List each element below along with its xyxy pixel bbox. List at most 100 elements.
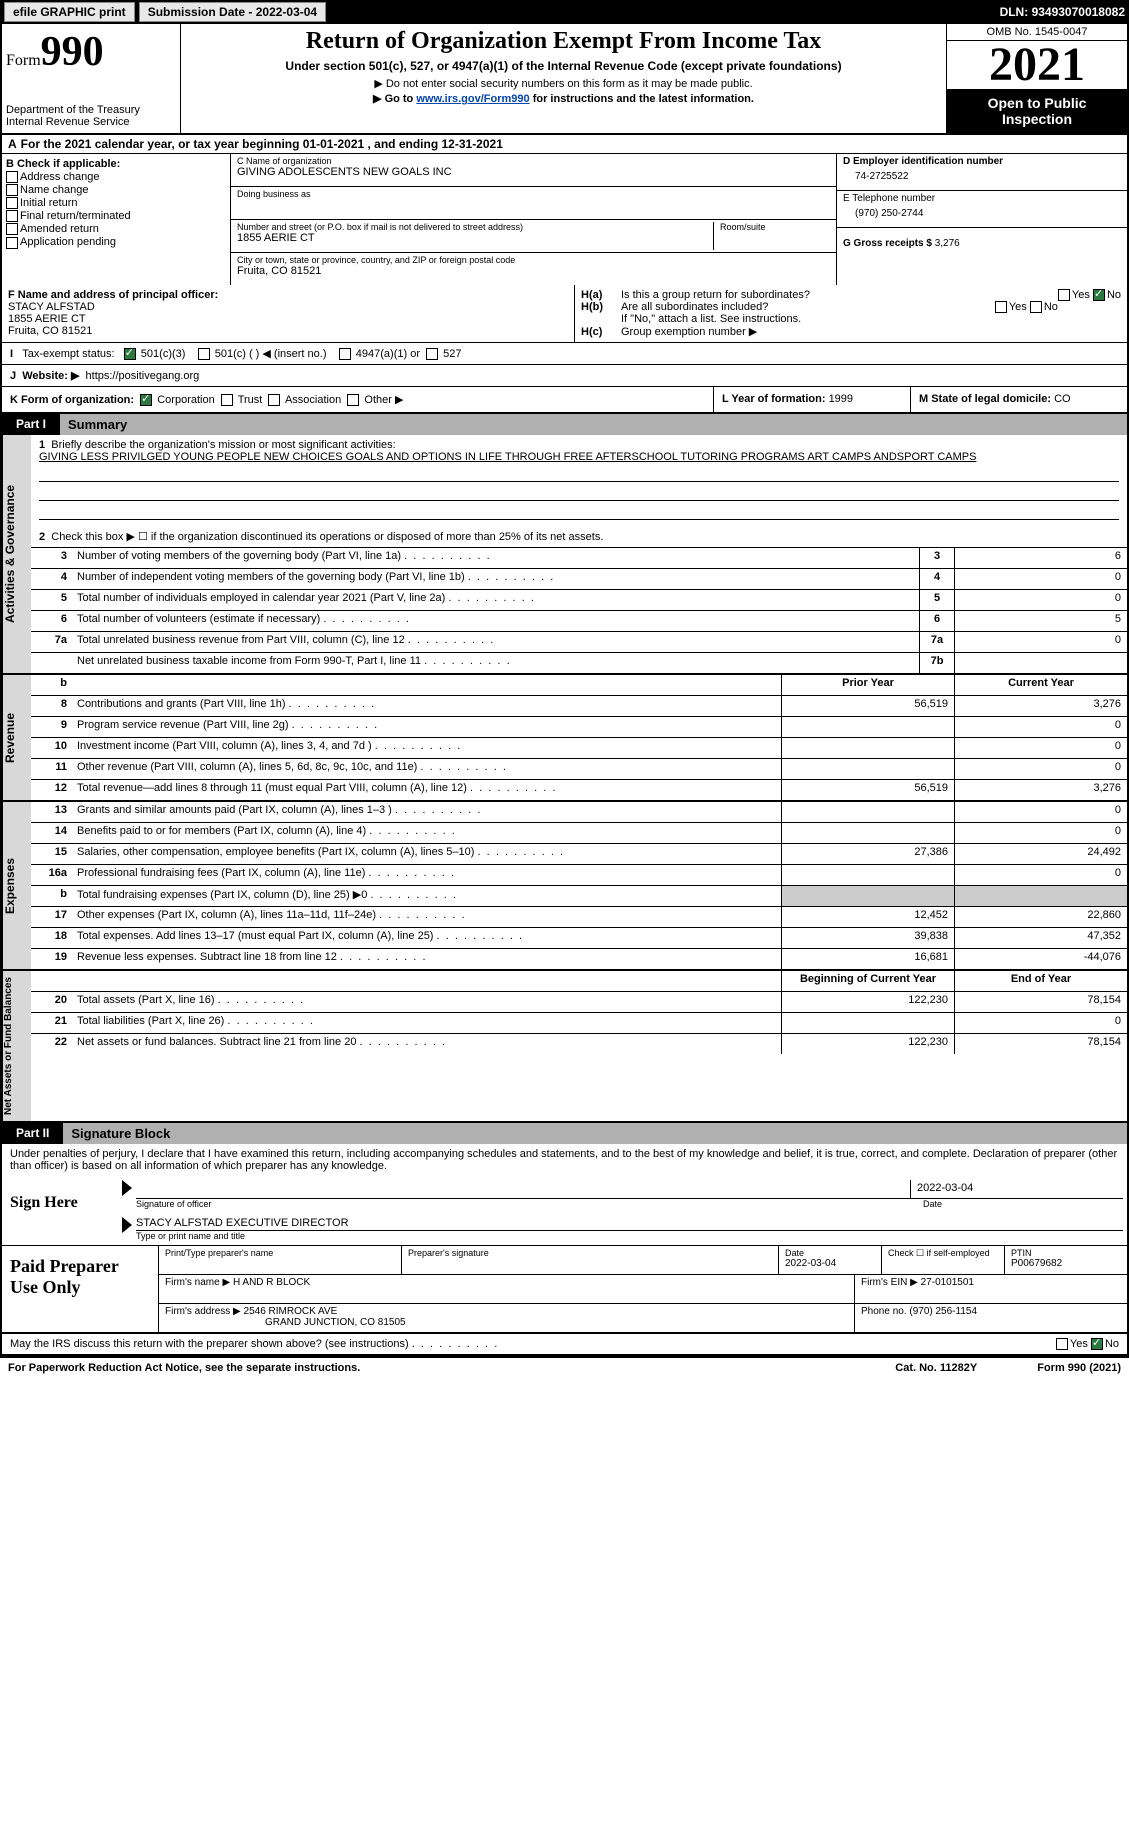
- addr-change-check[interactable]: Address change: [6, 171, 226, 183]
- amended-check[interactable]: Amended return: [6, 223, 226, 235]
- irs-label: Internal Revenue Service: [6, 116, 176, 128]
- discuss-no-check[interactable]: [1091, 1338, 1103, 1350]
- summary-row: Net unrelated business taxable income fr…: [31, 653, 1127, 673]
- prep-date: 2022-03-04: [785, 1258, 875, 1269]
- org-name: GIVING ADOLESCENTS NEW GOALS INC: [237, 166, 830, 178]
- box-b: B Check if applicable: Address change Na…: [2, 154, 231, 285]
- firm-addr: 2546 RIMROCK AVE: [244, 1306, 338, 1317]
- efile-print-button[interactable]: efile GRAPHIC print: [4, 2, 135, 22]
- gross-label: G Gross receipts $: [843, 238, 935, 249]
- website-url: https://positivegang.org: [86, 370, 200, 382]
- part1-tab: Part I: [2, 414, 60, 435]
- vtab-netassets: Net Assets or Fund Balances: [2, 971, 31, 1121]
- submission-date-button[interactable]: Submission Date - 2022-03-04: [139, 2, 326, 22]
- header-right: OMB No. 1545-0047 2021 Open to Public In…: [946, 24, 1127, 133]
- sig-arrow-icon: [122, 1180, 132, 1196]
- app-pending-check[interactable]: Application pending: [6, 236, 226, 248]
- part2-header: Part II Signature Block: [0, 1123, 1129, 1144]
- summary-row: 21Total liabilities (Part X, line 26)0: [31, 1013, 1127, 1034]
- exp-section: Expenses 13Grants and similar amounts pa…: [0, 802, 1129, 971]
- summary-row: 10Investment income (Part VIII, column (…: [31, 738, 1127, 759]
- row-klm: K Form of organization: Corporation Trus…: [0, 387, 1129, 414]
- 501c3-check[interactable]: [124, 348, 136, 360]
- 527-check[interactable]: [426, 348, 438, 360]
- box-b-header: B Check if applicable:: [6, 158, 226, 170]
- summary-row: 4Number of independent voting members of…: [31, 569, 1127, 590]
- 501c-check[interactable]: [198, 348, 210, 360]
- initial-return-check[interactable]: Initial return: [6, 197, 226, 209]
- discuss-row: May the IRS discuss this return with the…: [0, 1334, 1129, 1356]
- part2-tab: Part II: [2, 1123, 63, 1144]
- org-name-label: C Name of organization: [237, 156, 830, 166]
- tel-value: (970) 250-2744: [843, 204, 1121, 219]
- trust-check[interactable]: [221, 394, 233, 406]
- type-name-label: Type or print name and title: [136, 1231, 1123, 1241]
- gross-value: 3,276: [935, 238, 960, 249]
- part1-header: Part I Summary: [0, 414, 1129, 435]
- part1-title: Summary: [60, 414, 1127, 435]
- preparer-block: Paid Preparer Use Only Print/Type prepar…: [2, 1246, 1127, 1332]
- officer-name: STACY ALFSTAD: [8, 301, 568, 313]
- firm-ein: 27-0101501: [921, 1277, 974, 1288]
- hb-note: If "No," attach a list. See instructions…: [581, 313, 1121, 325]
- summary-row: 9Program service revenue (Part VIII, lin…: [31, 717, 1127, 738]
- header-center: Return of Organization Exempt From Incom…: [181, 24, 946, 133]
- dba-label: Doing business as: [237, 189, 830, 199]
- sign-here-label: Sign Here: [2, 1176, 118, 1245]
- assoc-check[interactable]: [268, 394, 280, 406]
- top-bar: efile GRAPHIC print Submission Date - 20…: [0, 0, 1129, 24]
- addr-label: Number and street (or P.O. box if mail i…: [237, 222, 713, 232]
- city-label: City or town, state or province, country…: [237, 255, 830, 265]
- officer-label: F Name and address of principal officer:: [8, 289, 218, 301]
- officer-addr2: Fruita, CO 81521: [8, 325, 568, 337]
- form-subtitle: Under section 501(c), 527, or 4947(a)(1)…: [185, 59, 942, 73]
- summary-row: 11Other revenue (Part VIII, column (A), …: [31, 759, 1127, 780]
- name-change-check[interactable]: Name change: [6, 184, 226, 196]
- summary-row: 17Other expenses (Part IX, column (A), l…: [31, 907, 1127, 928]
- summary-row: 14Benefits paid to or for members (Part …: [31, 823, 1127, 844]
- website-row: J Website: ▶ https://positivegang.org: [0, 365, 1129, 387]
- final-return-check[interactable]: Final return/terminated: [6, 210, 226, 222]
- footer-left: For Paperwork Reduction Act Notice, see …: [8, 1362, 360, 1374]
- summary-row: 15Salaries, other compensation, employee…: [31, 844, 1127, 865]
- self-emp-check[interactable]: Check ☐ if self-employed: [888, 1248, 998, 1259]
- irs-link[interactable]: www.irs.gov/Form990: [416, 93, 529, 105]
- paid-preparer-label: Paid Preparer Use Only: [2, 1246, 159, 1332]
- ssn-note: ▶ Do not enter social security numbers o…: [185, 77, 942, 90]
- end-year-hdr: End of Year: [954, 971, 1127, 991]
- sig-officer-label: Signature of officer: [136, 1199, 923, 1209]
- footer-cat: Cat. No. 11282Y: [895, 1362, 977, 1374]
- tax-status-row: I Tax-exempt status: 501(c)(3) 501(c) ( …: [0, 343, 1129, 365]
- summary-row: 20Total assets (Part X, line 16)122,2307…: [31, 992, 1127, 1013]
- other-check[interactable]: [347, 394, 359, 406]
- year-formation: 1999: [829, 393, 853, 405]
- discuss-yes-check[interactable]: [1056, 1338, 1068, 1350]
- summary-row: 19Revenue less expenses. Subtract line 1…: [31, 949, 1127, 969]
- prior-year-hdr: Prior Year: [781, 675, 954, 695]
- ein-label: D Employer identification number: [843, 156, 1121, 167]
- mission-block: 1 Briefly describe the organization's mi…: [31, 435, 1127, 526]
- dept-treasury: Department of the Treasury: [6, 104, 176, 116]
- vtab-expenses: Expenses: [2, 802, 31, 969]
- footer-right: Form 990 (2021): [1037, 1362, 1121, 1374]
- page-footer: For Paperwork Reduction Act Notice, see …: [0, 1356, 1129, 1378]
- hb-row: H(b)Are all subordinates included? Yes N…: [581, 301, 1121, 313]
- net-section: Net Assets or Fund Balances Beginning of…: [0, 971, 1129, 1123]
- mission-text: GIVING LESS PRIVILGED YOUNG PEOPLE NEW C…: [39, 451, 976, 463]
- prep-name-label: Print/Type preparer's name: [165, 1248, 395, 1258]
- summary-row: 22Net assets or fund balances. Subtract …: [31, 1034, 1127, 1054]
- rev-section: Revenue bPrior YearCurrent Year 8Contrib…: [0, 675, 1129, 802]
- firm-phone: (970) 256-1154: [909, 1306, 977, 1317]
- summary-row: 6Total number of volunteers (estimate if…: [31, 611, 1127, 632]
- sig-date: 2022-03-04: [910, 1180, 1123, 1198]
- 4947-check[interactable]: [339, 348, 351, 360]
- corp-check[interactable]: [140, 394, 152, 406]
- box-c: C Name of organization GIVING ADOLESCENT…: [231, 154, 836, 285]
- summary-row: bTotal fundraising expenses (Part IX, co…: [31, 886, 1127, 907]
- sig-arrow-icon: [122, 1217, 132, 1233]
- ha-row: H(a)Is this a group return for subordina…: [581, 289, 1121, 301]
- state-domicile: CO: [1054, 393, 1071, 405]
- section-a: AFor the 2021 calendar year, or tax year…: [0, 135, 1129, 154]
- city-state-zip: Fruita, CO 81521: [237, 265, 830, 277]
- tax-year: 2021: [947, 41, 1127, 89]
